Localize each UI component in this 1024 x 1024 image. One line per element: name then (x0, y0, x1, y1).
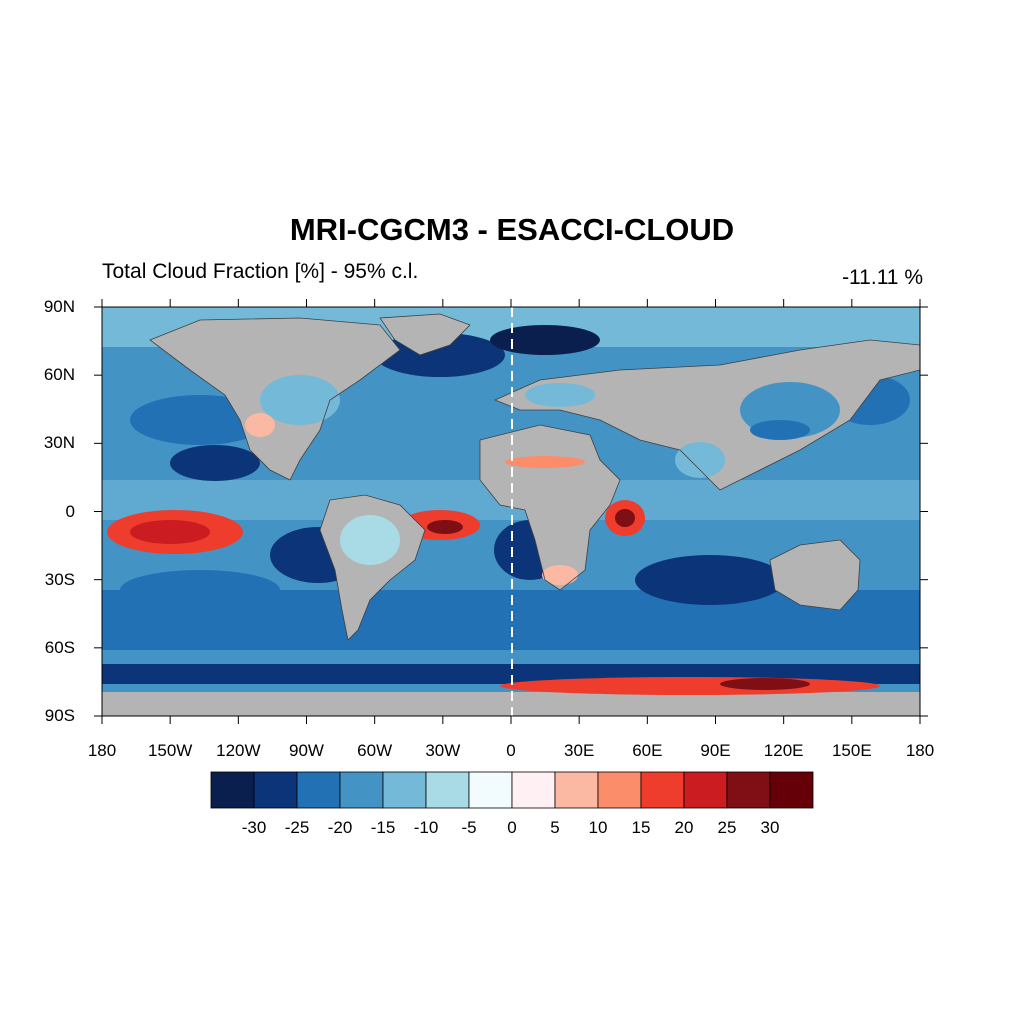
indian-ocean-dark (635, 555, 785, 605)
australia-land (770, 540, 860, 610)
sahara-red-patch (505, 456, 585, 468)
colorbar-level-label: -25 (284, 818, 310, 837)
greenland-land (380, 314, 470, 355)
lat-tick-label: 90S (44, 706, 75, 725)
colorbar-box (468, 771, 513, 809)
europe-light-patch (525, 383, 595, 407)
pacific-itcz-dark (130, 520, 210, 544)
colorbar-level-label: 15 (631, 818, 651, 837)
arctic-dark (490, 325, 600, 355)
coastlines (149, 313, 920, 641)
colorbar-box (640, 771, 685, 809)
lon-tick-label: 150W (147, 741, 193, 760)
colorbar-level-label: -5 (461, 818, 477, 837)
lon-tick-label: 90E (700, 741, 731, 760)
lon-tick-label: 120W (216, 741, 261, 760)
colorbar-level-label: -20 (327, 818, 353, 837)
lat-tick-label: 30N (43, 433, 75, 453)
plot-subtitle-left: Total Cloud Fraction [%] - 95% c.l. (102, 260, 419, 283)
lon-tick-label: 120E (763, 741, 804, 760)
colorbar-box (511, 771, 556, 809)
south-pacific-patch (120, 570, 280, 610)
colorbar-box (683, 771, 728, 809)
antarctic-dark-band (720, 678, 810, 690)
map-panel (102, 307, 920, 716)
lon-tick-label: 30E (564, 741, 595, 760)
amazon-light-patch (340, 515, 400, 565)
colorbar-box (339, 771, 384, 809)
plot-title: MRI-CGCM3 - ESACCI-CLOUD (289, 212, 735, 247)
south-africa-red-patch (542, 565, 578, 585)
colorbar-level-label: 20 (674, 818, 694, 837)
colorbar (210, 771, 814, 809)
colorbar-box (210, 771, 255, 809)
lon-tick-label: 0 (506, 741, 516, 760)
lat-tick-label: 0 (65, 501, 75, 521)
nepacific-stratocumulus (170, 445, 260, 481)
lon-tick-label: 60E (632, 741, 663, 760)
colorbar-level-label: 10 (588, 818, 608, 837)
africa-land (480, 425, 620, 590)
us-red-patch (245, 413, 275, 437)
colorbar-box (554, 771, 599, 809)
lon-tick-label: 90W (289, 741, 324, 760)
north-america-light-patch (260, 375, 340, 425)
colorbar-level-label: -10 (413, 818, 439, 837)
antarctic-red-band (500, 677, 880, 695)
east-africa-dark (615, 509, 635, 527)
lon-tick-label: 60W (357, 741, 393, 760)
colorbar-box (597, 771, 642, 809)
axis-ticks (94, 299, 928, 724)
lon-tick-label: 30W (425, 741, 461, 760)
colorbar-level-label: 25 (717, 818, 737, 837)
colorbar-level-label: -15 (370, 818, 396, 837)
lat-tick-label: 30S (44, 569, 75, 589)
colorbar-level-label: 5 (550, 818, 560, 837)
india-blue-patch (675, 442, 725, 478)
lat-tick-label: 90N (43, 297, 75, 316)
colorbar-level-label: 0 (507, 818, 517, 837)
eurasia-land (495, 340, 920, 490)
colorbar-box (253, 771, 298, 809)
lon-tick-label: 180 (87, 741, 117, 760)
colorbar-box (382, 771, 427, 809)
lat-tick-label: 60S (44, 637, 75, 657)
plot-subtitle-right: -11.11 % (842, 266, 923, 289)
colorbar-box (425, 771, 470, 809)
colorbar-level-label: 30 (760, 818, 780, 837)
china-dark-patch (750, 420, 810, 440)
colorbar-box (726, 771, 771, 809)
lon-tick-label: 150E (831, 741, 872, 760)
lat-tick-label: 60N (43, 365, 75, 385)
colorbar-box (769, 771, 814, 809)
colorbar-level-label: -30 (241, 818, 267, 837)
colorbar-box (296, 771, 341, 809)
lon-tick-label: 180 (905, 741, 935, 760)
atlantic-itcz-dark (427, 520, 463, 534)
